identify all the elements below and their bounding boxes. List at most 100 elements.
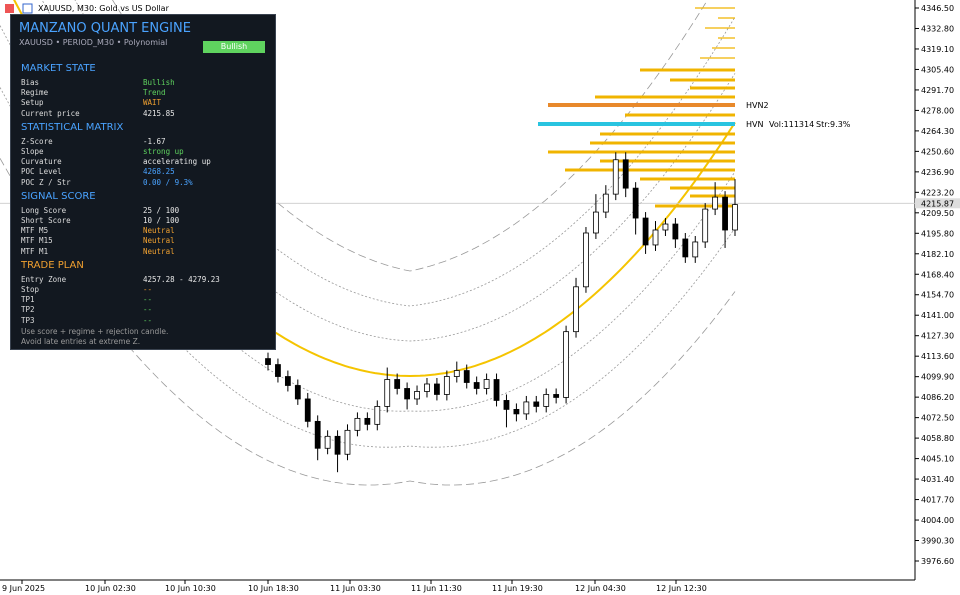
- candle-body: [583, 232, 589, 288]
- candle-body: [602, 193, 609, 213]
- candle-body: [265, 358, 271, 365]
- price-label: 4045.10: [921, 455, 954, 464]
- price-label: 4319.10: [921, 45, 954, 54]
- row-value: 4215.85: [143, 108, 175, 118]
- window-title: XAUUSD, M30: Gold vs US Dollar: [38, 4, 170, 13]
- price-label: 4113.60: [921, 352, 954, 361]
- price-label: 4099.90: [921, 373, 954, 382]
- candle-body: [453, 370, 460, 377]
- footer-note: Avoid late entries at extreme Z.: [21, 337, 141, 346]
- time-label: 12 Jun 04:30: [575, 584, 626, 593]
- row-value: 4268.25: [143, 167, 175, 177]
- candle-body: [294, 385, 301, 400]
- candle-body: [672, 223, 679, 240]
- row-label: Z-Score: [21, 136, 53, 146]
- time-label: 12 Jun 12:30: [656, 584, 707, 593]
- row-value: 10 / 100: [143, 216, 180, 225]
- footer-note: Use score + regime + rejection candle.: [21, 327, 169, 336]
- price-label: 4195.80: [921, 229, 954, 238]
- row-label: POC Level: [21, 167, 62, 177]
- candle-body: [374, 406, 381, 425]
- price-label: 4086.20: [921, 393, 954, 402]
- candle-body: [493, 379, 500, 401]
- price-label: 4332.80: [921, 24, 954, 33]
- price-label: 4223.20: [921, 188, 954, 197]
- candle-body: [314, 420, 321, 449]
- row-value: --: [143, 305, 153, 315]
- price-label: 4168.40: [921, 270, 954, 279]
- price-label: 4072.50: [921, 414, 954, 423]
- band: [0, 87, 736, 448]
- profile-label: HVN2: [746, 101, 769, 110]
- candle-body: [483, 379, 490, 389]
- candle-body: [652, 229, 659, 246]
- candle-body: [463, 370, 470, 383]
- row-label: MTF M15: [21, 236, 53, 246]
- price-label: 4058.80: [921, 434, 954, 443]
- candle-body: [642, 217, 649, 246]
- candle-body: [394, 379, 401, 389]
- time-label: 10 Jun 10:30: [165, 584, 216, 593]
- row-label: Entry Zone: [21, 274, 67, 284]
- row-label: TP1: [21, 295, 35, 305]
- candle-body: [632, 187, 639, 219]
- row-value: --: [143, 285, 153, 294]
- price-label: 4250.60: [921, 147, 954, 156]
- price-label: 4141.00: [921, 311, 954, 320]
- row-label: Short Score: [21, 216, 71, 225]
- row-label: Slope: [21, 147, 44, 156]
- candle-body: [513, 409, 520, 415]
- time-label: 9 Jun 2025: [2, 584, 45, 593]
- price-label: 4236.90: [921, 168, 954, 177]
- price-label: 4154.70: [921, 291, 954, 300]
- candle-body: [523, 401, 530, 415]
- row-value: --: [143, 315, 153, 325]
- section-heading: STATISTICAL MATRIX: [21, 121, 124, 133]
- candle-body: [553, 394, 560, 398]
- candle-body: [622, 159, 629, 189]
- row-label: POC Z / Str: [21, 177, 71, 187]
- row-label: Regime: [21, 88, 49, 98]
- candle-body: [682, 238, 689, 258]
- candle-body: [612, 159, 619, 195]
- row-label: Setup: [21, 98, 44, 108]
- row-value: Bullish: [143, 78, 175, 87]
- candle-body: [354, 417, 361, 431]
- candle-body: [404, 388, 411, 400]
- row-label: TP2: [21, 305, 35, 315]
- candle-body: [563, 331, 569, 398]
- price-label: 4305.40: [921, 65, 954, 74]
- candle-body: [304, 398, 311, 422]
- icon: [22, 3, 33, 14]
- current-price-box: [915, 198, 960, 209]
- price-label: 4017.70: [921, 496, 954, 505]
- row-value: 25 / 100: [143, 205, 180, 215]
- candle-body: [275, 364, 281, 377]
- row-value: Trend: [143, 88, 166, 98]
- candle-body: [434, 383, 440, 395]
- candle-body: [473, 382, 480, 389]
- profile-label: Str:9.3%: [816, 120, 851, 129]
- price-label: 4182.10: [921, 250, 954, 259]
- price-label: 4346.50: [921, 4, 954, 13]
- row-value: WAIT: [143, 98, 162, 108]
- price-label: 4278.00: [921, 106, 954, 115]
- current-price-label: 4215.87: [921, 199, 954, 208]
- section-heading: TRADE PLAN: [21, 259, 84, 271]
- row-label: Curvature: [21, 157, 62, 167]
- candle-body: [573, 286, 579, 333]
- candle-body: [732, 204, 738, 231]
- candle-body: [662, 223, 669, 231]
- row-label: Long Score: [21, 205, 67, 215]
- time-label: 11 Jun 11:30: [411, 584, 462, 593]
- candle-body: [712, 196, 719, 210]
- candle-body: [592, 211, 599, 234]
- row-label: Stop: [21, 285, 40, 294]
- row-label: Bias: [21, 78, 40, 87]
- row-value: --: [143, 295, 153, 305]
- price-label: 4004.00: [921, 516, 954, 525]
- candle-body: [284, 376, 291, 386]
- row-value: strong up: [143, 147, 184, 156]
